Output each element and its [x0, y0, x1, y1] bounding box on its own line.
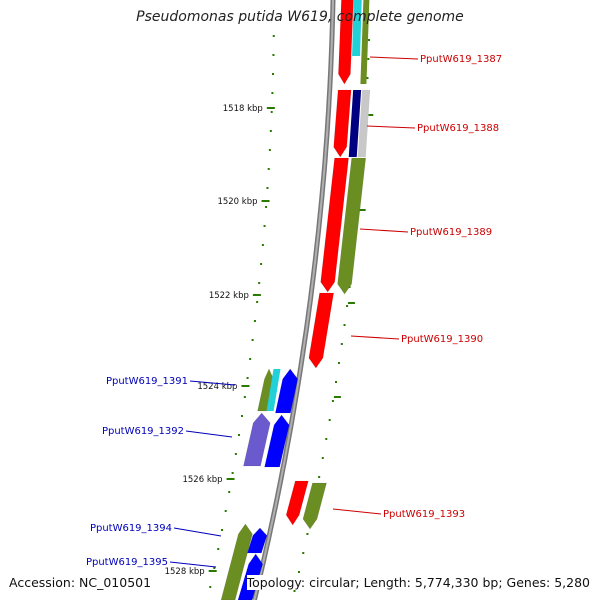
backbone-highlight [253, 0, 334, 600]
feature-cyan [352, 0, 362, 56]
label-leader-line [332, 508, 382, 515]
feature-grey [357, 90, 371, 157]
kbp-label: 1520 kbp [217, 197, 257, 207]
gene-label-pputw619_1389[interactable]: PputW619_1389 [410, 227, 492, 238]
gene-arrow-red[interactable] [338, 0, 354, 85]
gene-label-pputw619_1393[interactable]: PputW619_1393 [383, 509, 465, 520]
label-leader-line [169, 561, 217, 568]
gene-label-pputw619_1390[interactable]: PputW619_1390 [401, 334, 483, 345]
kbp-label: 1518 kbp [223, 104, 263, 114]
gene-arrow-blue[interactable] [264, 414, 290, 468]
feature-cyan [266, 369, 281, 411]
gene-arrow-blue[interactable] [246, 527, 268, 554]
kbp-label: 1528 kbp [165, 567, 205, 577]
label-leader-line [369, 56, 419, 60]
label-leader-line [173, 527, 222, 537]
label-leader-line [366, 125, 416, 129]
label-leader-line [185, 430, 233, 438]
gene-label-pputw619_1392[interactable]: PputW619_1392 [102, 426, 184, 437]
gene-label-pputw619_1387[interactable]: PputW619_1387 [420, 54, 502, 65]
gene-arrow-blue[interactable] [275, 368, 299, 414]
gene-arrow-red[interactable] [285, 480, 309, 526]
label-leader-line [189, 380, 236, 386]
topology-text: Topology: circular; Length: 5,774,330 bp… [246, 575, 590, 590]
kbp-label: 1524 kbp [197, 382, 237, 392]
kbp-label: 1522 kbp [209, 291, 249, 301]
label-leader-line [359, 228, 409, 233]
feature-olive [360, 0, 370, 84]
label-leader-line [350, 335, 400, 340]
gene-arrow-red[interactable] [320, 157, 349, 293]
footer-bar: Accession: NC_010501 Topology: circular;… [0, 572, 600, 600]
gene-arrow-olive[interactable] [337, 157, 367, 295]
gene-arrow-olive[interactable] [220, 523, 253, 600]
gene-arrow-red[interactable] [333, 89, 352, 158]
kbp-label: 1526 kbp [182, 475, 222, 485]
gene-label-pputw619_1395[interactable]: PputW619_1395 [86, 557, 168, 568]
gene-label-pputw619_1394[interactable]: PputW619_1394 [90, 523, 172, 534]
accession-text: Accession: NC_010501 [9, 575, 152, 590]
feature-navy [348, 90, 362, 157]
map-title: Pseudomonas putida W619, complete genome [136, 9, 464, 25]
gene-arrow-red[interactable] [308, 292, 334, 369]
gene-label-pputw619_1391[interactable]: PputW619_1391 [106, 376, 188, 387]
gene-label-pputw619_1388[interactable]: PputW619_1388 [417, 123, 499, 134]
gene-arrow-slate[interactable] [243, 412, 271, 467]
gene-arrow-olive[interactable] [302, 482, 327, 530]
